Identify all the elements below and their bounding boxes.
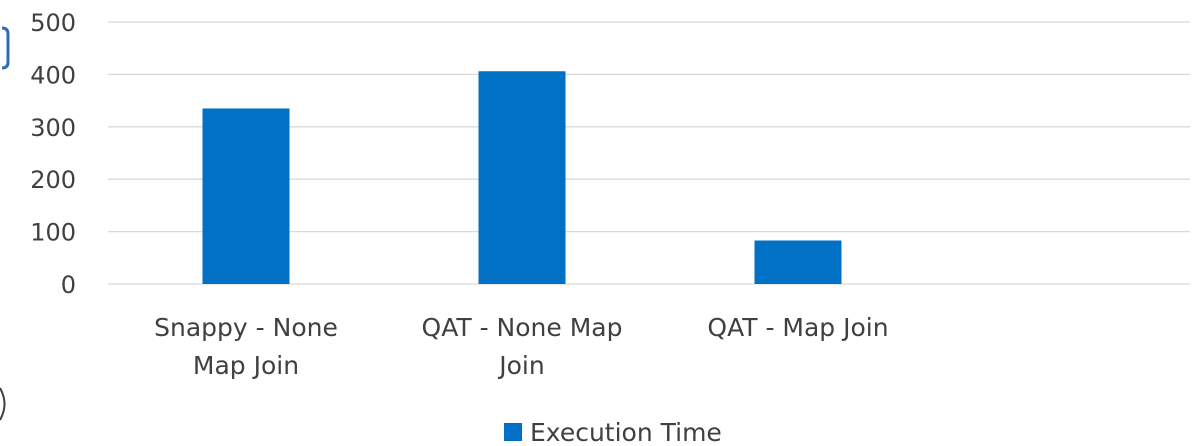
y-tick-label: 300 [30,114,76,142]
y-tick-label: 0 [61,271,76,299]
y-tick-label: 500 [30,9,76,37]
x-tick-label: Snappy - None [154,313,338,342]
x-tick-label: Map Join [193,351,299,380]
x-tick-label: QAT - None Map [422,313,623,342]
bar [754,240,842,284]
legend: Execution Time [504,418,722,446]
y-axis: 0 100 200 300 400 500 [30,9,76,299]
x-axis: Snappy - None Map Join QAT - None Map Join Q… [154,313,888,380]
y-tick-label: 100 [30,219,76,247]
cropped-box-edge [1,26,10,70]
legend-label: Execution Time [530,418,722,446]
bar [478,71,566,284]
y-tick-label: 400 [30,61,76,89]
legend-swatch [504,423,522,441]
bar [202,108,290,285]
cropped-paren-edge [0,387,6,421]
bars [202,71,842,285]
x-tick-label: Join [497,351,544,380]
x-tick-label: QAT - Map Join [707,313,888,342]
y-tick-label: 200 [30,166,76,194]
